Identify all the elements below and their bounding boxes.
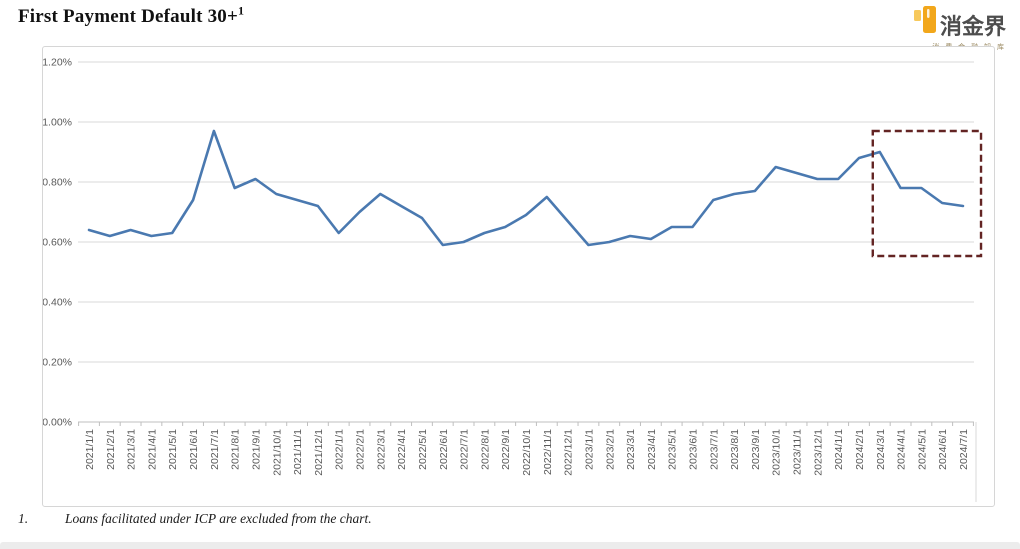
x-axis-tick-label: 2021/3/1 bbox=[126, 429, 138, 470]
x-axis-tick-label: 2024/1/1 bbox=[833, 429, 845, 470]
y-axis-tick-label: 0.80% bbox=[43, 177, 72, 189]
x-axis-tick-label: 2022/11/1 bbox=[542, 429, 554, 475]
x-axis-tick-label: 2023/5/1 bbox=[667, 429, 679, 470]
x-axis-tick-label: 2024/7/1 bbox=[958, 429, 970, 470]
x-axis-tick-label: 2021/11/1 bbox=[292, 429, 304, 475]
x-axis-tick-label: 2021/2/1 bbox=[105, 429, 117, 470]
y-axis-tick-label: 1.20% bbox=[43, 57, 72, 69]
x-axis-tick-label: 2021/10/1 bbox=[271, 429, 283, 476]
x-axis-tick-label: 2024/5/1 bbox=[916, 429, 928, 470]
fpd-series-line bbox=[87, 129, 965, 247]
x-axis-tick-label: 2021/9/1 bbox=[250, 429, 262, 470]
x-axis-tick-label: 2022/5/1 bbox=[417, 429, 429, 470]
x-axis-tick-label: 2021/6/1 bbox=[188, 429, 200, 470]
x-axis-tick-label: 2022/1/1 bbox=[334, 429, 346, 470]
footnote-marker: 1. bbox=[18, 511, 29, 526]
x-axis-tick-label: 2022/12/1 bbox=[563, 429, 575, 476]
x-axis-tick-label: 2021/12/1 bbox=[313, 429, 325, 476]
x-axis-tick-label: 2021/4/1 bbox=[146, 429, 158, 470]
x-axis-tick-label: 2023/1/1 bbox=[583, 429, 595, 470]
x-axis-tick-label: 2021/5/1 bbox=[167, 429, 179, 470]
x-axis-tick-label: 2022/8/1 bbox=[479, 429, 491, 470]
footnote: 1. Loans facilitated under ICP are exclud… bbox=[18, 511, 372, 527]
x-axis-tick-label: 2023/8/1 bbox=[729, 429, 741, 470]
x-axis-tick-label: 2023/2/1 bbox=[604, 429, 616, 470]
x-axis-tick-label: 2022/3/1 bbox=[375, 429, 387, 470]
x-axis-tick-label: 2023/4/1 bbox=[646, 429, 658, 470]
x-axis-tick-label: 2023/3/1 bbox=[625, 429, 637, 470]
footnote-text: Loans facilitated under ICP are excluded… bbox=[65, 511, 372, 526]
x-axis-tick-label: 2023/11/1 bbox=[792, 429, 804, 475]
fpd-line-chart: 0.00% 0.20% 0.40% 0.60% 0.80% 1.00% 1.20% 2021/… bbox=[43, 57, 983, 502]
x-axis-tick-label: 2022/4/1 bbox=[396, 429, 408, 470]
x-axis-tick-label: 2022/6/1 bbox=[438, 429, 450, 470]
x-axis-tick-label: 2023/6/1 bbox=[687, 429, 699, 470]
highlight-box bbox=[871, 129, 983, 258]
page-title-text: First Payment Default 30+ bbox=[18, 6, 239, 27]
x-axis-tick-label: 2024/3/1 bbox=[875, 429, 887, 470]
y-axis-tick-label: 0.00% bbox=[43, 417, 72, 429]
x-axis-tick-label: 2023/9/1 bbox=[750, 429, 762, 470]
y-axis-tick-label: 0.40% bbox=[43, 297, 72, 309]
x-axis-tick-label: 2022/10/1 bbox=[521, 429, 533, 476]
x-axis-tick-label: 2022/2/1 bbox=[355, 429, 367, 470]
x-axis-tick-label: 2022/7/1 bbox=[459, 429, 471, 470]
x-axis-tick-label: 2023/10/1 bbox=[771, 429, 783, 476]
x-axis-tick-label: 2024/6/1 bbox=[937, 429, 949, 470]
x-axis-tick-label: 2023/12/1 bbox=[812, 429, 824, 476]
x-axis-tick-label: 2021/8/1 bbox=[230, 429, 242, 470]
x-axis-tick-label: 2021/7/1 bbox=[209, 429, 221, 470]
x-axis-tick-label: 2024/2/1 bbox=[854, 429, 866, 470]
y-axis-tick-label: 1.00% bbox=[43, 117, 72, 129]
page-title: First Payment Default 30+1 bbox=[18, 3, 245, 28]
x-axis-tick-label: 2022/9/1 bbox=[500, 429, 512, 470]
page-title-superscript: 1 bbox=[238, 3, 245, 18]
brand-name: 消金界 bbox=[939, 14, 1006, 39]
chart-frame: 0.00% 0.20% 0.40% 0.60% 0.80% 1.00% 1.20% 2021/… bbox=[42, 46, 995, 507]
x-axis-tick-label: 2024/4/1 bbox=[896, 429, 908, 470]
x-axis-tick-label: 2021/1/1 bbox=[84, 429, 96, 470]
x-axis-tick-label: 2023/7/1 bbox=[708, 429, 720, 470]
bottom-strip bbox=[0, 542, 1020, 549]
brand-candle-icon bbox=[913, 6, 937, 38]
y-axis-tick-label: 0.20% bbox=[43, 357, 72, 369]
y-axis-tick-label: 0.60% bbox=[43, 237, 72, 249]
